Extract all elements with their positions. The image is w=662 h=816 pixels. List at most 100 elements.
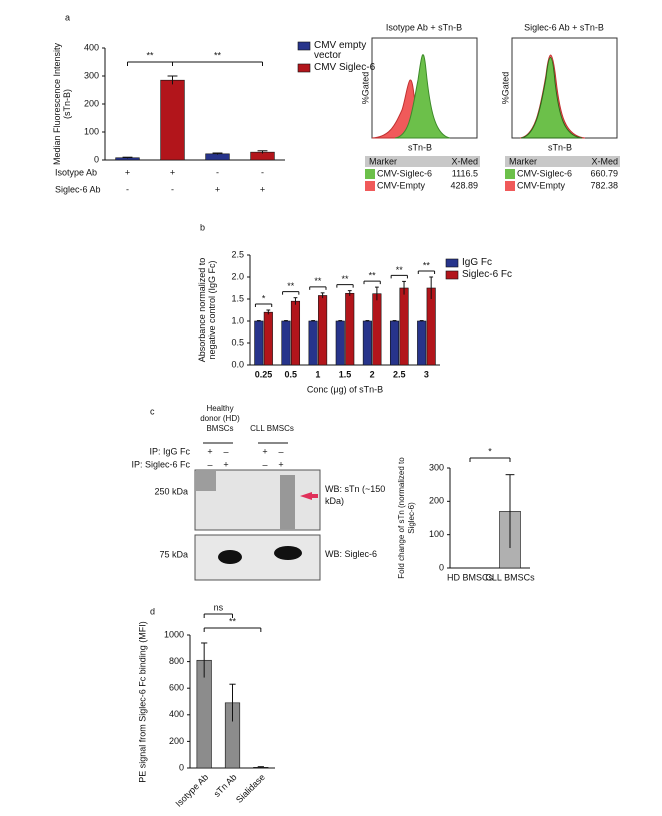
table-header: X-Med: [451, 156, 478, 166]
table-value: 428.89: [450, 180, 478, 190]
ip-sign: +: [223, 459, 228, 469]
x-tick-label: 0.25: [255, 369, 273, 379]
table-swatch: [505, 181, 515, 191]
y-tick-label: 0.0: [231, 359, 244, 369]
y-tick-label: 400: [84, 42, 99, 52]
y-tick-label: 300: [429, 462, 444, 472]
bar: [205, 153, 230, 161]
blot-label: WB: sTn (~150 kDa): [325, 484, 386, 506]
legend-label: CMV empty vector: [314, 40, 367, 61]
mw-marker: 75 kDa: [159, 549, 188, 559]
y-tick-label: 0: [94, 154, 99, 164]
blot-membrane: [194, 534, 321, 581]
histogram-curve: [520, 57, 583, 139]
row-sign: +: [170, 167, 175, 177]
y-tick-label: 200: [429, 496, 444, 506]
panel-label: c: [150, 406, 155, 416]
significance-label: **: [287, 281, 295, 291]
table-header: Marker: [509, 156, 537, 166]
y-axis-label: Median Fluorescence Intensity (sTn-B): [52, 42, 72, 166]
y-tick-label: 1.0: [231, 315, 244, 325]
x-tick-label: sTn Ab: [212, 772, 239, 799]
panel-label: b: [200, 222, 205, 232]
y-tick-label: 2.0: [231, 271, 244, 281]
significance-label: **: [369, 270, 377, 280]
x-tick-label: 0.5: [284, 369, 297, 379]
table-header: X-Med: [591, 156, 618, 166]
row-sign: -: [216, 167, 219, 177]
significance-label: **: [314, 276, 322, 286]
legend-swatch: [445, 270, 459, 280]
significance-label: **: [423, 260, 431, 270]
legend-swatch: [297, 63, 311, 73]
row-sign: +: [215, 184, 220, 194]
y-tick-label: 200: [169, 736, 184, 746]
bar: [389, 320, 400, 366]
y-tick-label: 0.5: [231, 337, 244, 347]
legend-label: Siglec-6 Fc: [462, 269, 513, 280]
legend-swatch: [297, 41, 311, 51]
significance-label: **: [229, 616, 237, 626]
y-tick-label: 100: [84, 126, 99, 136]
bar: [290, 300, 301, 366]
table-value: 1116.5: [452, 168, 478, 178]
row-label: Siglec-6 Ab: [55, 184, 101, 194]
western-blot: [194, 469, 321, 581]
y-tick-label: 400: [169, 709, 184, 719]
bar: [254, 320, 264, 366]
blot-label: WB: Siglec-6: [325, 549, 378, 559]
table-header: Marker: [369, 156, 397, 166]
bar: [335, 320, 345, 366]
arrow: [300, 492, 318, 500]
row-sign: -: [261, 167, 264, 177]
histogram-x-label: sTn-B: [548, 142, 572, 152]
bar: [372, 293, 382, 366]
significance-label: ns: [214, 602, 224, 612]
significance-label: *: [262, 293, 266, 303]
legend-label: CMV Siglec-6: [314, 62, 376, 73]
ip-label: IP: Siglec-6 Fc: [131, 459, 190, 469]
x-tick-label: CLL BMSCs: [485, 572, 535, 582]
lane-group: Healthy donor (HD) BMSCs: [200, 404, 240, 433]
bar: [308, 320, 318, 366]
significance-label: *: [488, 446, 492, 456]
y-tick-label: 2.5: [231, 249, 244, 259]
table-value: 660.79: [590, 168, 618, 178]
y-tick-label: 100: [429, 529, 444, 539]
y-tick-label: 800: [169, 656, 184, 666]
significance-label: **: [341, 274, 349, 284]
x-tick-label: 2: [370, 369, 375, 379]
row-sign: +: [260, 184, 265, 194]
blot-membrane: [194, 469, 321, 531]
x-tick-label: Isotype Ab: [173, 772, 210, 809]
table-header-bg: [505, 156, 620, 167]
blot-band: [218, 550, 242, 564]
bar: [318, 295, 328, 366]
bar: [345, 292, 355, 366]
x-tick-label: 1.5: [339, 369, 352, 379]
bar: [362, 320, 372, 366]
y-axis-label: Absorbance normalized to negative contro…: [197, 257, 217, 363]
bar: [160, 79, 185, 161]
histogram-title: Isotype Ab + sTn-B: [386, 22, 462, 32]
bar: [417, 320, 427, 366]
histogram-1: [371, 37, 478, 139]
table-marker: CMV-Siglec-6: [517, 168, 572, 178]
row-label: Isotype Ab: [55, 167, 97, 177]
histogram-y-label: %Gated: [360, 72, 370, 105]
table-swatch: [365, 181, 375, 191]
blot-band: [196, 471, 216, 491]
blot-band: [280, 475, 295, 529]
histogram-x-label: sTn-B: [408, 142, 432, 152]
row-sign: +: [125, 167, 130, 177]
y-tick-label: 0: [439, 562, 444, 572]
ip-sign: +: [262, 446, 267, 456]
legend-swatch: [445, 258, 459, 268]
ip-sign: –: [223, 446, 228, 456]
lane-group: CLL BMSCs: [250, 424, 294, 433]
x-tick-label: 3: [424, 369, 429, 379]
table-marker: CMV-Siglec-6: [377, 168, 432, 178]
histogram-2: [511, 37, 618, 139]
table-value: 782.38: [590, 180, 618, 190]
